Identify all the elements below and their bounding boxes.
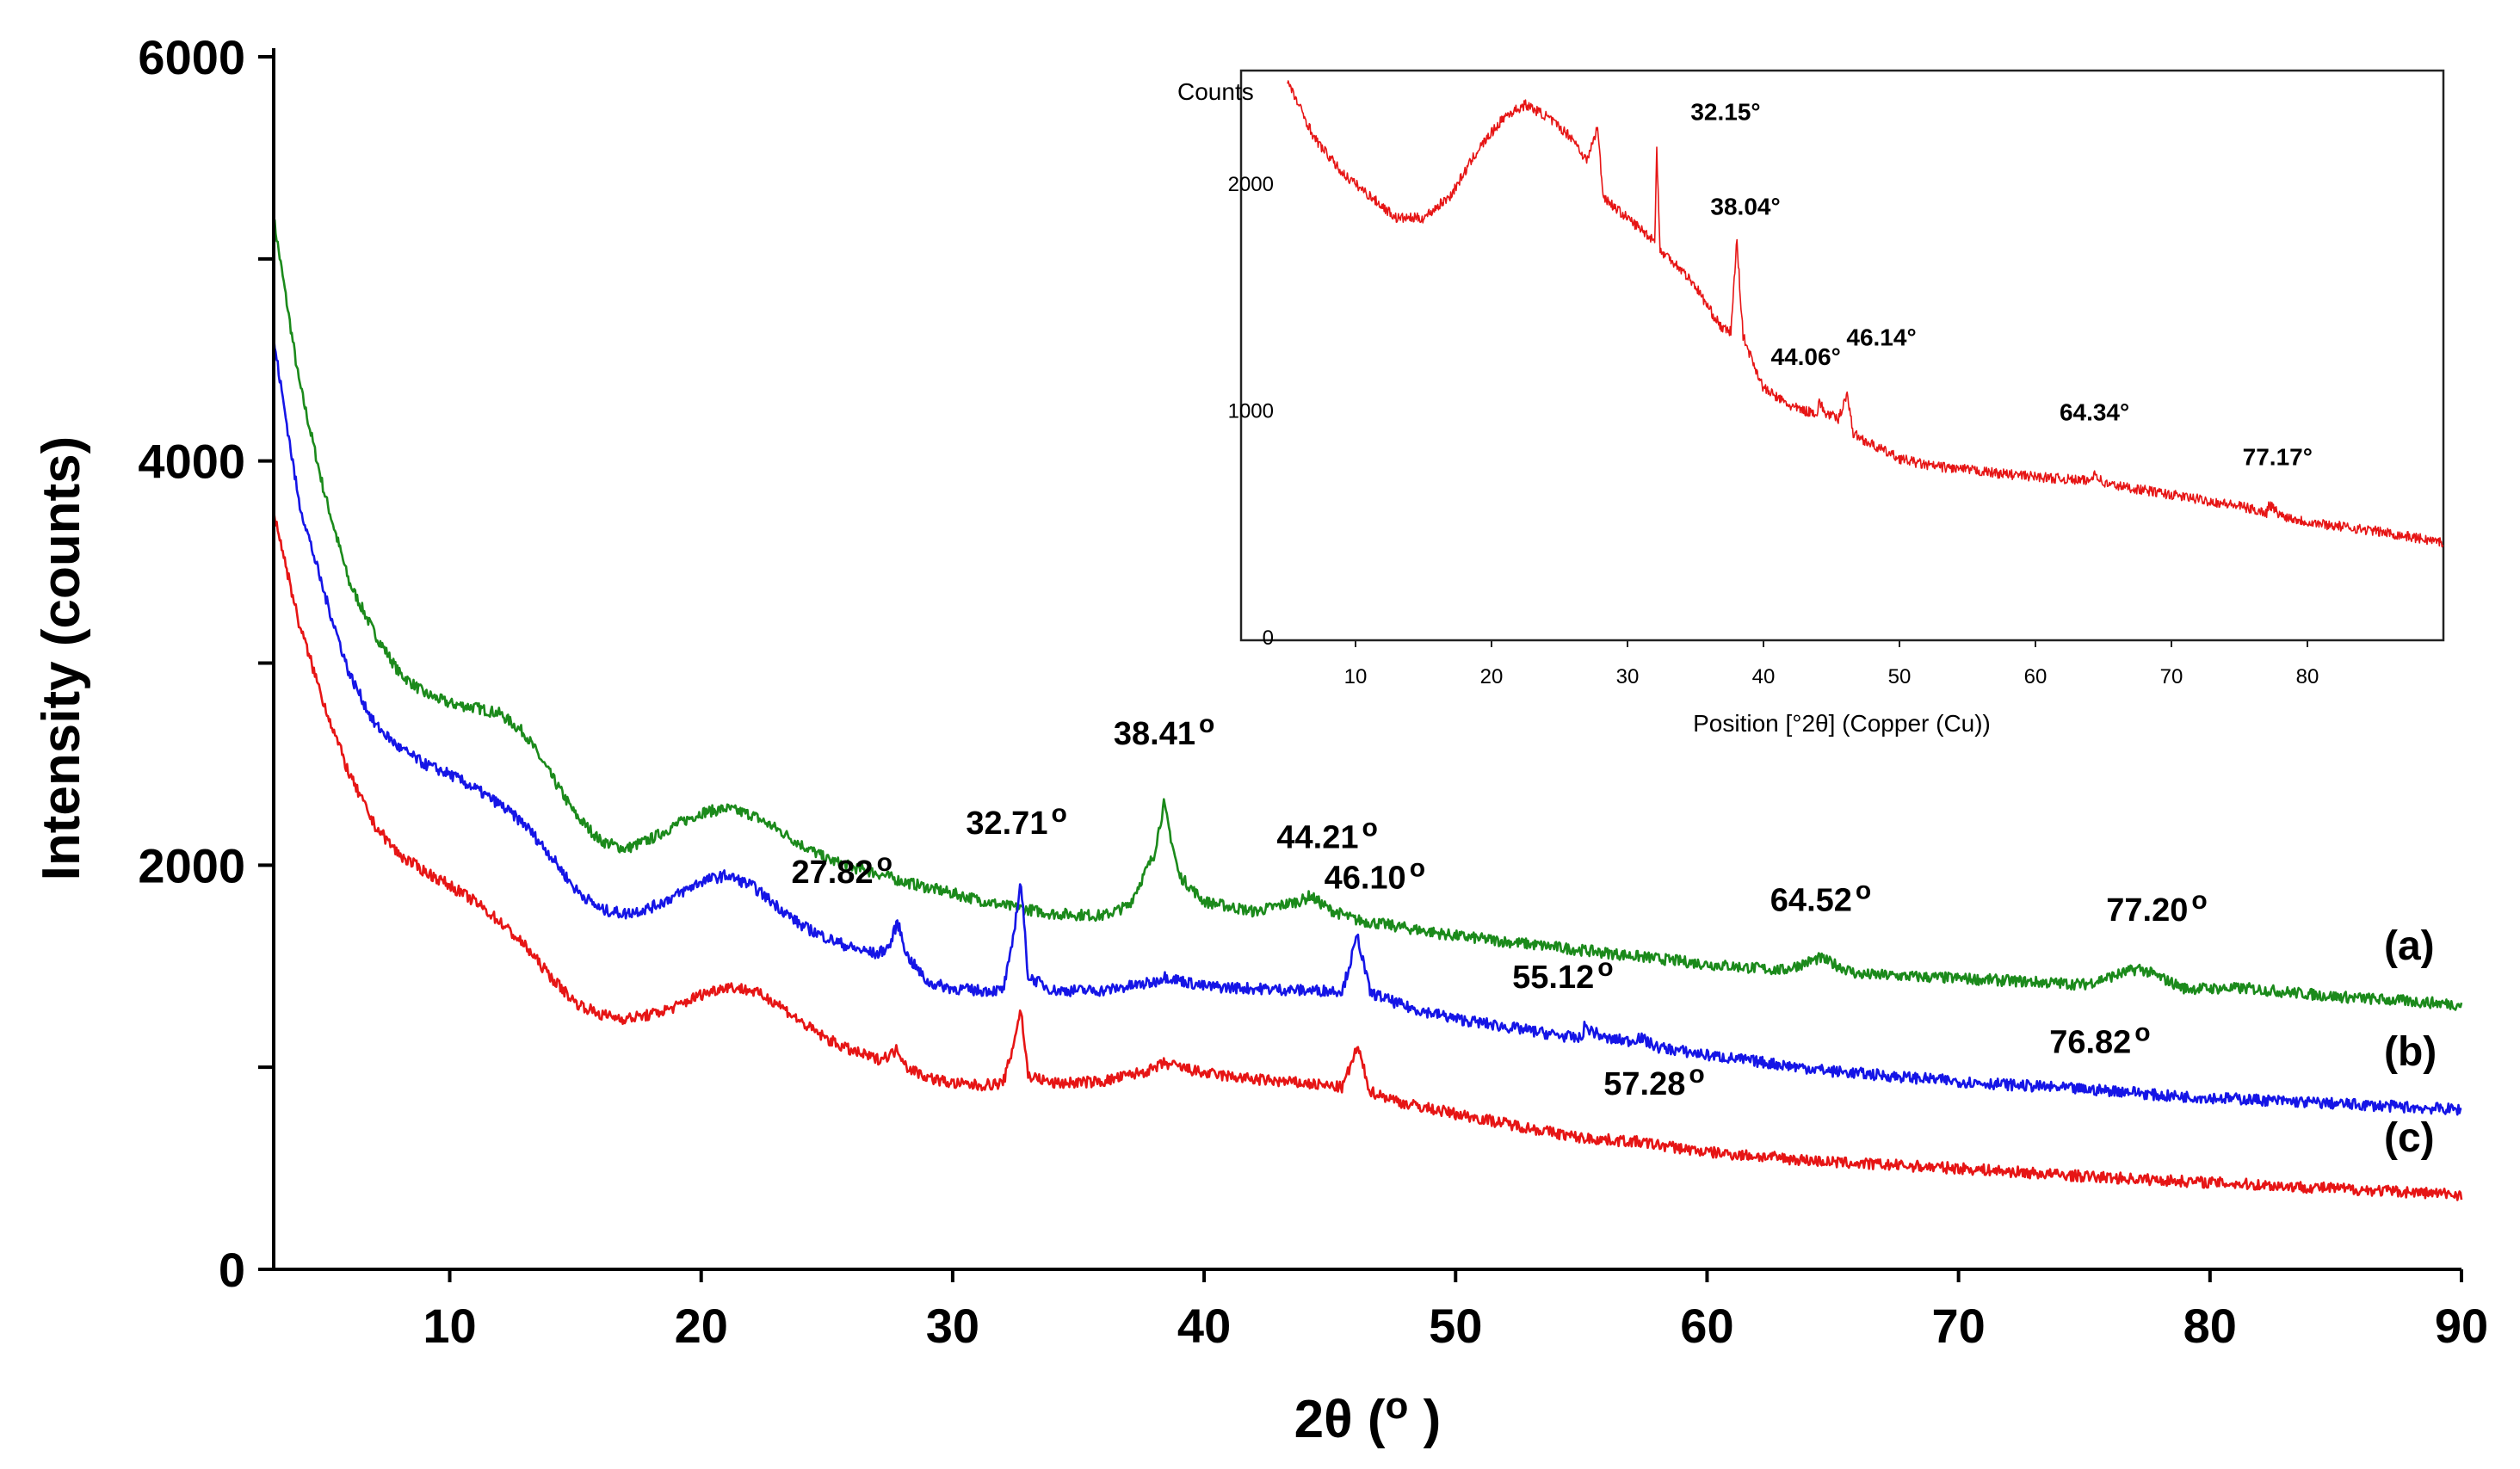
inset-x-tick-label: 80 bbox=[2296, 665, 2319, 688]
main-peak-label-degree: o bbox=[877, 849, 892, 877]
inset-y-ticks: 0 1000 2000 bbox=[1228, 173, 1274, 650]
inset-y-axis-title: Counts bbox=[1177, 78, 1254, 105]
main-peak-label-degree: o bbox=[1597, 954, 1613, 982]
inset-peak-label: 77.17° bbox=[2243, 443, 2313, 470]
main-y-tick-label: 6000 bbox=[138, 30, 245, 84]
main-x-tick-label: 90 bbox=[2435, 1299, 2488, 1353]
inset-x-tick-label: 50 bbox=[1888, 665, 1912, 688]
main-peak-labels: 27.82 o32.71 o38.41 o44.21 o46.10 o55.12 o57.2… bbox=[791, 710, 2207, 1102]
main-peak-label: 38.41 o bbox=[1114, 710, 1214, 752]
main-y-axis-title: Intensity (counts) bbox=[32, 436, 91, 881]
main-peak-label-degree: o bbox=[2134, 1018, 2150, 1046]
main-x-tick-label: 70 bbox=[1931, 1299, 1985, 1353]
inset-peak-label: 38.04° bbox=[1710, 194, 1780, 220]
main-peak-label-value: 77.20 bbox=[2106, 892, 2188, 929]
main-series-line-1 bbox=[272, 336, 2462, 1116]
main-x-tick-label: 40 bbox=[1177, 1299, 1231, 1353]
main-peak-label-degree: o bbox=[1051, 799, 1066, 828]
main-x-axis-title-degree: o bbox=[1386, 1385, 1409, 1427]
inset-x-tick-label: 10 bbox=[1344, 665, 1368, 688]
main-series-label: (b) bbox=[2384, 1029, 2437, 1075]
main-x-tick-label: 10 bbox=[423, 1299, 476, 1353]
inset-peak-label: 32.15° bbox=[1690, 98, 1760, 125]
main-x-tick-label: 60 bbox=[1680, 1299, 1733, 1353]
main-peak-label-degree: o bbox=[1410, 855, 1425, 883]
inset-x-tick-label: 20 bbox=[1480, 665, 1504, 688]
main-peak-label-degree: o bbox=[1689, 1060, 1704, 1089]
main-peak-label: 76.82 o bbox=[2049, 1018, 2150, 1060]
main-x-axis-title-theta: 2θ ( bbox=[1294, 1390, 1386, 1449]
main-peak-label-value: 38.41 bbox=[1114, 716, 1195, 752]
main-peak-label-degree: o bbox=[1362, 814, 1377, 843]
main-series-line-2 bbox=[272, 509, 2463, 1201]
inset-x-tick-label: 70 bbox=[2160, 665, 2183, 688]
main-y-tick-label: 4000 bbox=[138, 435, 245, 489]
main-peak-label-value: 27.82 bbox=[791, 855, 873, 891]
inset-peak-label: 44.06° bbox=[1771, 343, 1841, 370]
main-peak-label-value: 57.28 bbox=[1603, 1066, 1685, 1102]
main-y-ticks: 0 2000 4000 6000 bbox=[138, 30, 274, 1297]
main-peak-label-degree: o bbox=[1199, 710, 1214, 738]
main-peak-label-value: 76.82 bbox=[2049, 1024, 2131, 1060]
inset-y-tick-label: 2000 bbox=[1228, 173, 1274, 196]
inset-x-tick-label: 40 bbox=[1752, 665, 1776, 688]
main-y-tick-label: 0 bbox=[219, 1243, 245, 1297]
main-peak-label-degree: o bbox=[2191, 886, 2207, 915]
main-peak-label-degree: o bbox=[1856, 876, 1871, 904]
main-peak-label-value: 64.52 bbox=[1770, 882, 1852, 918]
main-peak-label: 27.82 o bbox=[791, 849, 892, 891]
main-peak-label-value: 44.21 bbox=[1276, 820, 1358, 856]
inset-x-tick-label: 30 bbox=[1616, 665, 1640, 688]
inset-x-tick-label: 60 bbox=[2024, 665, 2048, 688]
inset-y-tick-label: 0 bbox=[1263, 626, 1274, 650]
main-series-label: (c) bbox=[2384, 1115, 2435, 1161]
inset-y-tick-label: 1000 bbox=[1228, 399, 1274, 423]
main-x-tick-label: 50 bbox=[1429, 1299, 1482, 1353]
inset-peak-label: 64.34° bbox=[2060, 399, 2129, 426]
main-peak-label: 46.10 o bbox=[1325, 855, 1425, 897]
main-x-axis-title-close: ) bbox=[1408, 1390, 1441, 1449]
main-series-line-0 bbox=[272, 219, 2463, 1011]
inset-series-group bbox=[1287, 80, 2444, 548]
main-x-axis-title: 2θ (o ) bbox=[1294, 1385, 1442, 1449]
inset-frame bbox=[1239, 69, 2445, 642]
inset-chart: 10 20 30 40 50 60 70 80 0 1000 2000 32.15° 38.04° 4… bbox=[1177, 69, 2445, 737]
main-series-group bbox=[272, 219, 2463, 1201]
main-peak-label-value: 55.12 bbox=[1512, 960, 1594, 996]
main-x-ticks: 10 20 30 40 50 60 70 80 90 bbox=[423, 1269, 2488, 1353]
main-peak-label: 55.12 o bbox=[1512, 954, 1613, 996]
inset-x-axis-title: Position [°2θ] (Copper (Cu)) bbox=[1693, 710, 1991, 737]
main-peak-label: 32.71 o bbox=[966, 799, 1066, 842]
main-x-tick-label: 80 bbox=[2183, 1299, 2237, 1353]
main-y-tick-label: 2000 bbox=[138, 838, 245, 892]
main-peak-label-value: 32.71 bbox=[966, 805, 1047, 842]
main-series-labels: (a) (b) (c) bbox=[2384, 923, 2437, 1161]
main-peak-label: 77.20 o bbox=[2106, 886, 2207, 929]
main-peak-label: 64.52 o bbox=[1770, 876, 1871, 918]
inset-series-line-0 bbox=[1287, 80, 2444, 548]
inset-x-ticks: 10 20 30 40 50 60 70 80 bbox=[1344, 640, 2319, 688]
inset-peak-label: 46.14° bbox=[1846, 324, 1916, 350]
inset-peak-labels: 32.15° 38.04° 46.14°44.06° 64.34° 77.17° bbox=[1690, 98, 2313, 470]
main-peak-label: 57.28 o bbox=[1603, 1060, 1704, 1102]
main-series-label: (a) bbox=[2384, 923, 2435, 969]
main-x-tick-label: 30 bbox=[926, 1299, 979, 1353]
main-peak-label: 44.21 o bbox=[1276, 814, 1377, 856]
main-peak-label-value: 46.10 bbox=[1325, 861, 1406, 897]
main-x-tick-label: 20 bbox=[675, 1299, 728, 1353]
